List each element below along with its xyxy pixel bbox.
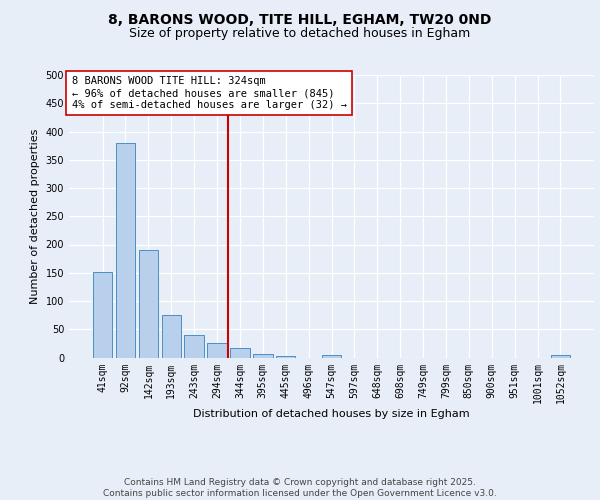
Bar bbox=[230, 348, 250, 358]
Text: 8 BARONS WOOD TITE HILL: 324sqm
← 96% of detached houses are smaller (845)
4% of: 8 BARONS WOOD TITE HILL: 324sqm ← 96% of… bbox=[71, 76, 347, 110]
Bar bbox=[276, 356, 295, 358]
Text: Contains HM Land Registry data © Crown copyright and database right 2025.
Contai: Contains HM Land Registry data © Crown c… bbox=[103, 478, 497, 498]
Text: 8, BARONS WOOD, TITE HILL, EGHAM, TW20 0ND: 8, BARONS WOOD, TITE HILL, EGHAM, TW20 0… bbox=[109, 12, 491, 26]
Bar bbox=[116, 143, 135, 358]
Bar bbox=[161, 314, 181, 358]
Bar bbox=[208, 343, 227, 357]
Y-axis label: Number of detached properties: Number of detached properties bbox=[30, 128, 40, 304]
Bar bbox=[184, 336, 204, 357]
Bar bbox=[551, 355, 570, 358]
X-axis label: Distribution of detached houses by size in Egham: Distribution of detached houses by size … bbox=[193, 409, 470, 419]
Text: Size of property relative to detached houses in Egham: Size of property relative to detached ho… bbox=[130, 28, 470, 40]
Bar bbox=[139, 250, 158, 358]
Bar bbox=[253, 354, 272, 358]
Bar bbox=[93, 272, 112, 358]
Bar bbox=[322, 355, 341, 358]
